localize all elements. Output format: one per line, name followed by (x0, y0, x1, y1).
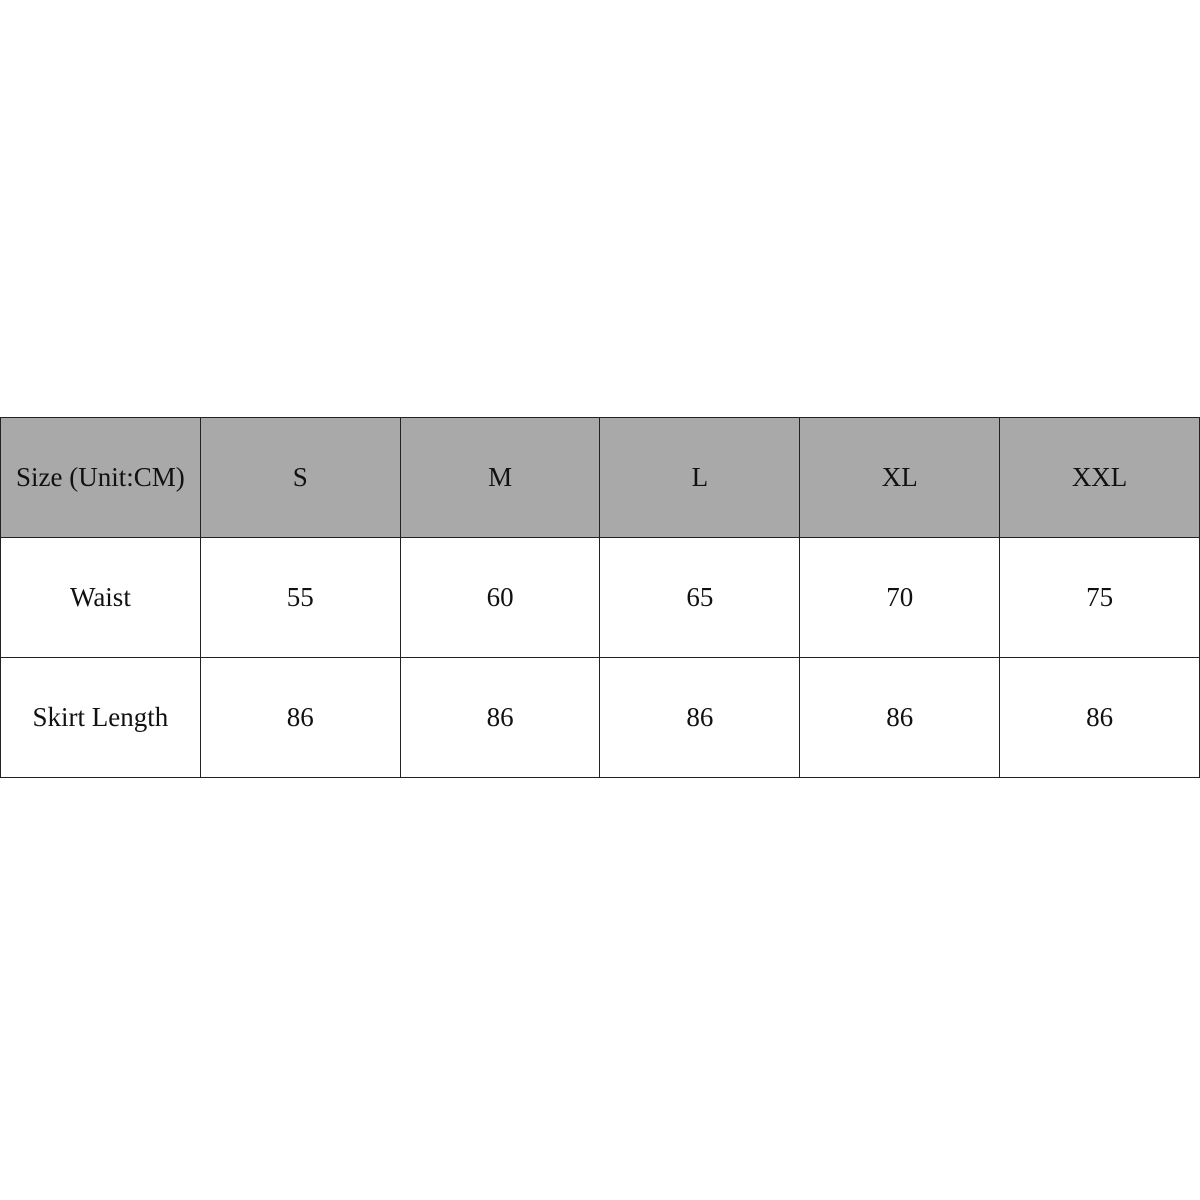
value-cell: 86 (999, 657, 1200, 778)
value-cell: 55 (199, 537, 401, 658)
size-chart-table: Size (Unit:CM) S M L XL XXL Waist 55 60 65 70 75 Ski… (0, 417, 1200, 778)
row-label-cell: Waist (0, 537, 201, 658)
row-label-cell: Size (Unit:CM) (0, 417, 201, 538)
value-cell: L (599, 417, 801, 538)
row-label-cell: Skirt Length (0, 657, 201, 778)
table-row: Skirt Length 86 86 86 86 86 (0, 657, 1200, 778)
value-cell: S (199, 417, 401, 538)
value-cell: XXL (999, 417, 1200, 538)
value-cell: 60 (399, 537, 601, 658)
value-cell: 86 (799, 657, 1001, 778)
value-cell: 86 (199, 657, 401, 778)
value-cell: 70 (799, 537, 1001, 658)
value-cell: XL (799, 417, 1001, 538)
value-cell: 86 (399, 657, 601, 778)
table-row: Waist 55 60 65 70 75 (0, 537, 1200, 658)
value-cell: 65 (599, 537, 801, 658)
value-cell: 75 (999, 537, 1200, 658)
size-chart-body: Size (Unit:CM) S M L XL XXL Waist 55 60 65 70 75 Ski… (0, 417, 1200, 778)
value-cell: 86 (599, 657, 801, 778)
header-row: Size (Unit:CM) S M L XL XXL (0, 417, 1200, 538)
value-cell: M (399, 417, 601, 538)
